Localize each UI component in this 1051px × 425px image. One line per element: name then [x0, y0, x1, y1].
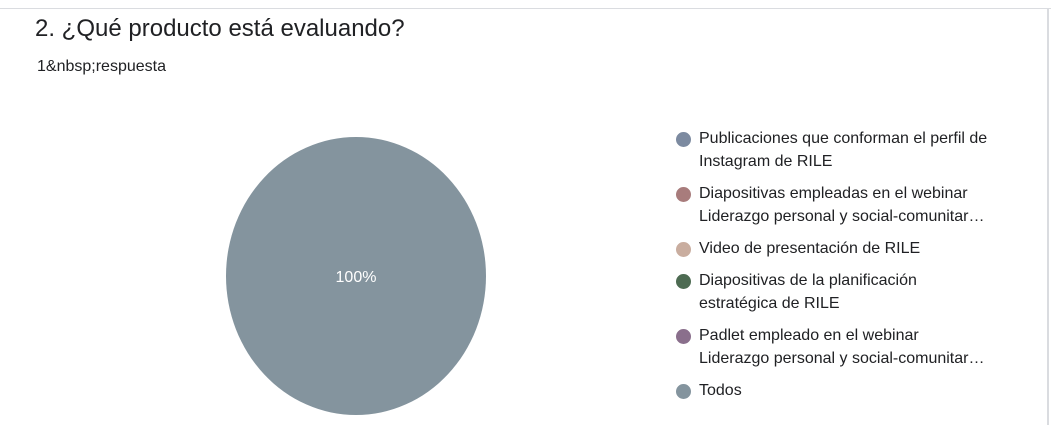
legend-swatch	[676, 384, 691, 399]
legend-label: Padlet empleado en el webinar	[699, 327, 919, 344]
legend-label: Diapositivas de la planificación	[699, 272, 917, 289]
legend-swatch	[676, 132, 691, 147]
question-title: 2. ¿Qué producto está evaluando?	[35, 15, 405, 42]
legend-label: Liderazgo personal y social-comunitar…	[699, 350, 985, 367]
legend-swatch	[676, 329, 691, 344]
legend-label: Liderazgo personal y social-comunitar…	[699, 208, 985, 225]
legend-label: Todos	[699, 382, 742, 399]
legend-item[interactable]: Padlet empleado en el webinar Liderazgo p…	[676, 324, 1036, 370]
pie-slice	[226, 137, 486, 415]
card-border	[1047, 8, 1049, 425]
legend-swatch	[676, 274, 691, 289]
legend-swatch	[676, 242, 691, 257]
legend-label: Instagram de RILE	[699, 153, 833, 170]
legend-item[interactable]: Diapositivas empleadas en el webinar Lide…	[676, 182, 1036, 228]
legend-swatch	[676, 187, 691, 202]
legend-label: Publicaciones que conforman el perfil de	[699, 130, 988, 147]
question-card	[0, 8, 1051, 425]
legend-label: Diapositivas empleadas en el webinar	[699, 185, 968, 202]
response-count: 1&nbsp;respuesta	[37, 58, 166, 75]
slice-percent-label: 100%	[336, 269, 377, 286]
legend-item[interactable]: Video de presentación de RILE	[676, 237, 1036, 260]
legend-item[interactable]: Todos	[676, 379, 1036, 402]
legend-item[interactable]: Publicaciones que conforman el perfil de…	[676, 127, 1036, 173]
chart-legend: Publicaciones que conforman el perfil de…	[676, 127, 1036, 411]
legend-label: Video de presentación de RILE	[699, 240, 921, 257]
legend-item[interactable]: Diapositivas de la planificación estratég…	[676, 269, 1036, 315]
legend-label: estratégica de RILE	[699, 295, 840, 312]
